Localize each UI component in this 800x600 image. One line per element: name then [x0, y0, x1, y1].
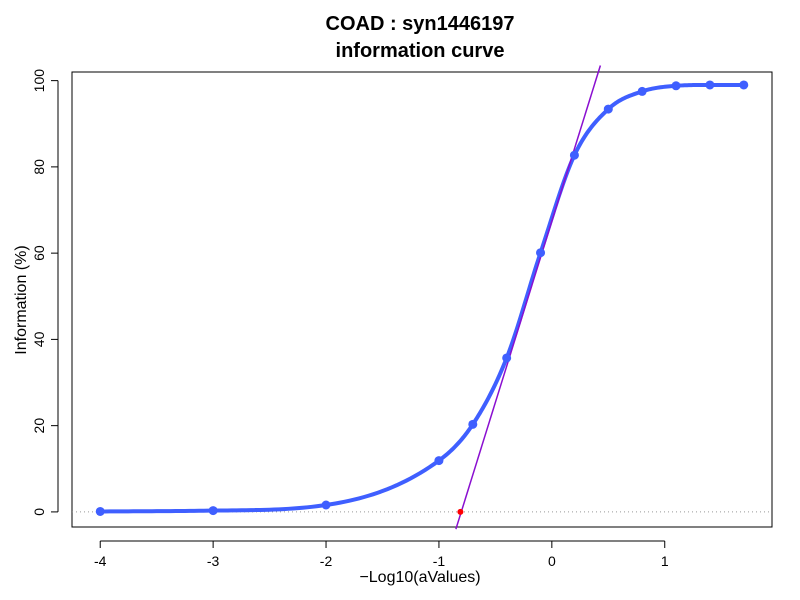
intercept-point	[457, 508, 464, 515]
data-point	[208, 506, 218, 516]
plot-marks	[95, 65, 749, 530]
chart-title: COAD : syn1446197	[326, 13, 515, 35]
plot-frame	[71, 71, 773, 528]
data-point	[603, 104, 613, 114]
x-tick-label: 0	[548, 553, 556, 569]
x-tick-label: -3	[207, 553, 220, 569]
x-tick-label: -1	[433, 553, 446, 569]
y-tick-label: 20	[31, 418, 47, 434]
y-tick-label: 60	[31, 245, 47, 261]
data-point	[671, 81, 681, 91]
y-axis: 0 20 40 60 80 100	[31, 69, 59, 516]
y-tick-label: 40	[31, 331, 47, 347]
y-tick-label: 100	[31, 69, 47, 93]
data-point	[705, 80, 715, 90]
data-point	[502, 353, 512, 363]
x-axis-label: −Log10(aValues)	[359, 569, 480, 586]
data-point	[468, 419, 478, 429]
x-tick-label: 1	[661, 553, 669, 569]
y-tick-label: 80	[31, 159, 47, 175]
data-point	[434, 456, 444, 466]
y-axis-label: Information (%)	[13, 245, 30, 354]
data-point	[95, 506, 105, 516]
data-point	[321, 500, 331, 510]
data-point	[569, 150, 579, 160]
chart-subtitle: information curve	[336, 40, 505, 62]
data-point	[637, 86, 647, 96]
information-curve	[98, 82, 746, 514]
x-tick-label: -4	[94, 553, 107, 569]
x-axis: -4 -3 -2 -1 0 1	[94, 540, 669, 569]
data-point	[536, 248, 546, 258]
data-point	[739, 80, 749, 90]
y-tick-label: 0	[31, 508, 47, 516]
tangent-line	[455, 65, 602, 530]
x-tick-label: -2	[320, 553, 333, 569]
